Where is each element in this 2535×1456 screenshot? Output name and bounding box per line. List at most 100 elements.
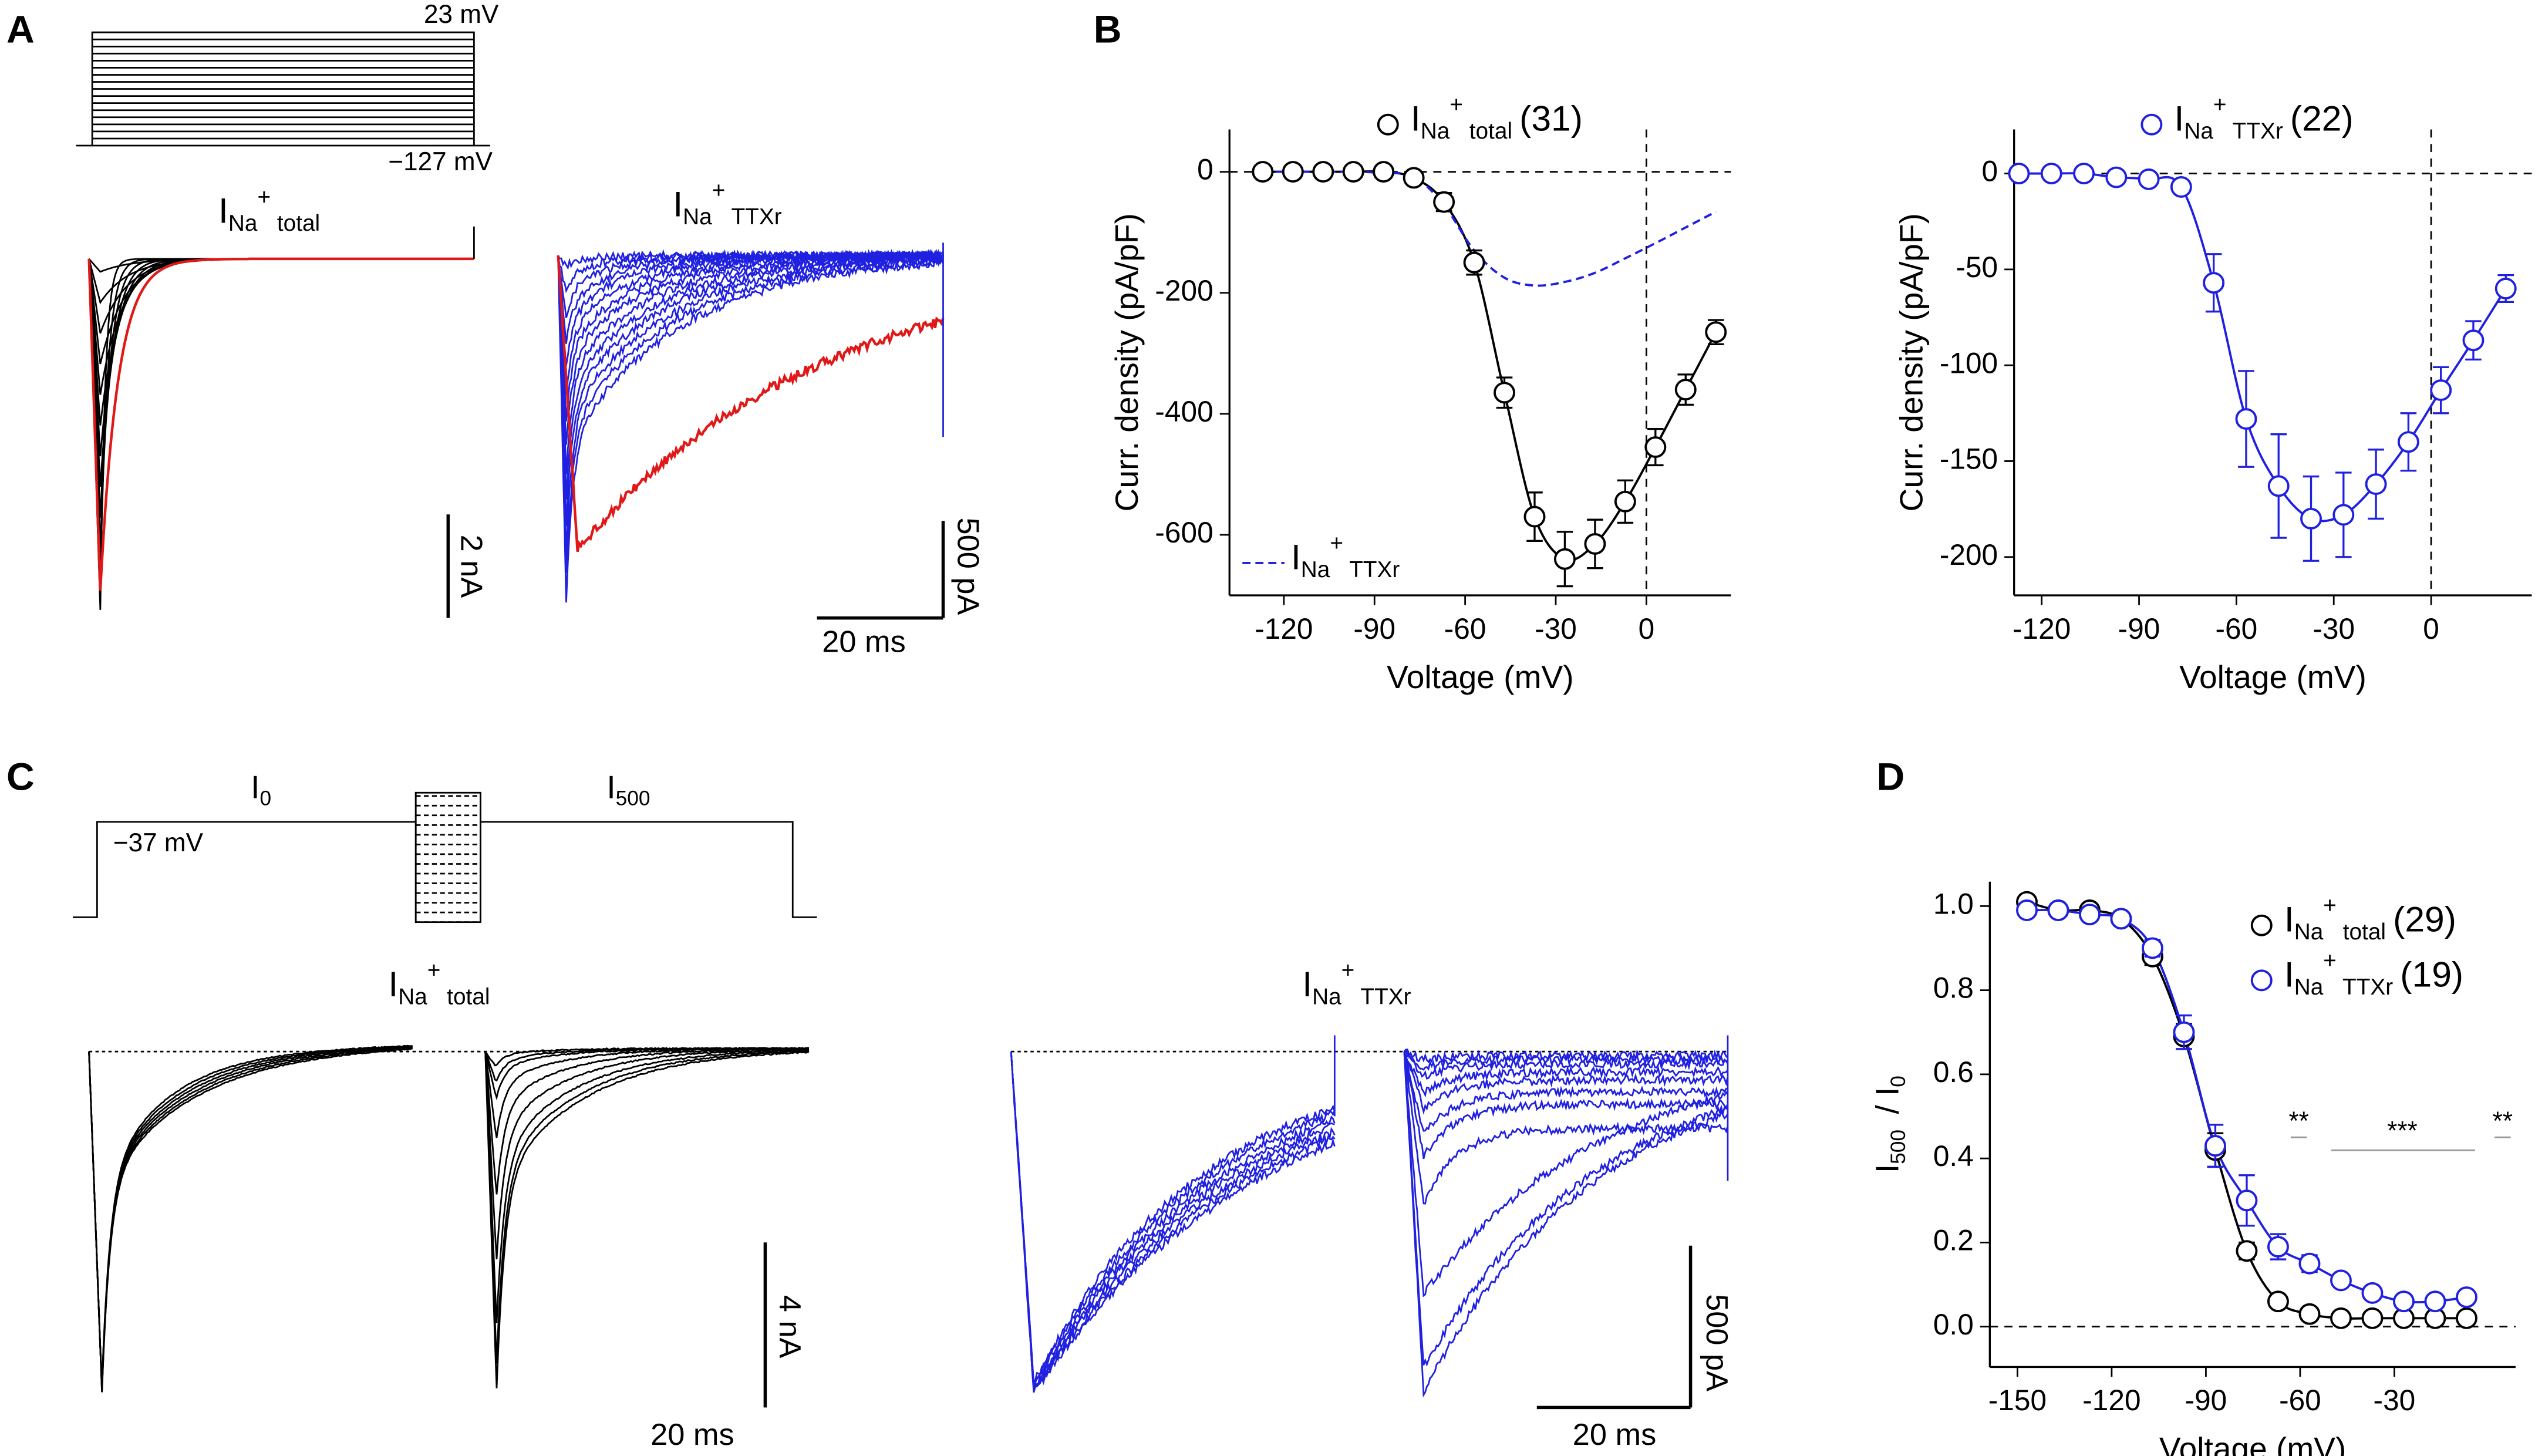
legend-marker [1377, 113, 1399, 136]
label-part: Na [398, 985, 427, 1010]
data-point [1705, 321, 1727, 343]
trace [88, 1047, 413, 1393]
series-line [2018, 172, 2507, 523]
data-point [2424, 1290, 2446, 1313]
data-point [2170, 176, 2192, 198]
trace [1403, 1051, 1729, 1115]
x-tick-label: -150 [1988, 1384, 2047, 1417]
annotation: ** [2493, 1107, 2513, 1135]
data-point [2105, 166, 2128, 188]
x-tick-label: -30 [2312, 612, 2355, 645]
axes [1228, 129, 1731, 596]
data-point [2298, 1303, 2321, 1325]
x-tick-label: -60 [2216, 612, 2258, 645]
trace [1403, 1051, 1729, 1297]
data-point [2330, 1307, 2352, 1329]
scale-bars [446, 514, 1693, 1410]
trace [1010, 1051, 1336, 1385]
label-part: TTXr [1354, 985, 1411, 1010]
label-part: 500 [1887, 1130, 1910, 1164]
scale-label: 20 ms [1573, 1418, 1657, 1452]
trace [88, 258, 474, 549]
label-part: 0 [1887, 1076, 1910, 1087]
protocol-label: −127 mV [388, 147, 493, 176]
y-axis-label: Curr. density (pA/pF) [1108, 213, 1145, 511]
x-tick-label: -90 [2185, 1384, 2227, 1417]
data-point [2204, 1135, 2226, 1157]
data-point [2298, 1252, 2321, 1275]
legend-label: INa+ TTXr [1291, 531, 1400, 582]
annotation: *** [2387, 1117, 2417, 1145]
label-part: I [1411, 99, 1421, 139]
data-point [1342, 161, 1364, 183]
trace [1403, 1051, 1729, 1098]
data-point [2332, 504, 2355, 526]
data-point [2462, 329, 2485, 352]
data-point [1674, 379, 1697, 401]
scale-label: 20 ms [822, 625, 906, 659]
label-part: (19) [2400, 954, 2463, 994]
x-axis-label: Voltage (mV) [1387, 659, 1574, 695]
label-part: I [2284, 954, 2294, 994]
legend-label: INa+ TTXr (19) [2284, 948, 2463, 1000]
trace [1010, 1051, 1336, 1386]
label-part: Na [228, 211, 258, 236]
panel-label: B [1094, 8, 1122, 52]
label-part: (29) [2393, 899, 2456, 939]
series-line [1262, 170, 1717, 287]
trace-label: INa+ total [218, 185, 320, 237]
data-point [2267, 475, 2290, 497]
trace [88, 258, 474, 334]
trace [557, 253, 944, 553]
trace [1403, 1051, 1728, 1132]
axes [2013, 129, 2532, 596]
x-tick-label: -120 [2082, 1384, 2140, 1417]
data-point [2138, 168, 2160, 190]
trace [484, 1050, 810, 1388]
data-point [1403, 167, 1425, 189]
data-point [1463, 251, 1485, 274]
data-point [2494, 278, 2517, 299]
label-part: I [2174, 99, 2184, 139]
data-point [2330, 1269, 2352, 1292]
trace [557, 255, 943, 603]
y-tick-label: 0.4 [1933, 1140, 1974, 1172]
data-point [2110, 908, 2132, 930]
label-part: (22) [2290, 99, 2354, 139]
trace [557, 251, 944, 474]
legend-marker [2250, 969, 2273, 992]
legend-marker [2250, 914, 2273, 936]
data-point [1614, 490, 1636, 513]
label-part: TTXr [725, 204, 781, 230]
y-tick-label: -400 [1155, 395, 1213, 428]
scale-label: 4 nA [773, 1295, 807, 1359]
label-part: Na [1421, 119, 1450, 144]
trace [88, 1044, 413, 1385]
data-point [2455, 1307, 2477, 1329]
trace [88, 1046, 413, 1390]
series-line [1262, 170, 1717, 561]
significance-lines [2290, 1136, 2511, 1151]
data-point [1312, 161, 1334, 183]
label-part: + [2323, 948, 2337, 973]
data-point [2047, 899, 2069, 921]
trace [557, 255, 945, 552]
y-tick-label: -50 [1956, 251, 1998, 284]
panel-label: C [6, 756, 35, 799]
label-part: total [2337, 919, 2386, 945]
x-tick-label: 0 [1639, 612, 1655, 645]
y-axis-label: Curr. density (pA/pF) [1893, 213, 1929, 511]
y-axis-label: I500 / I0 [1869, 1076, 1910, 1173]
y-tick-label: -150 [1940, 443, 1998, 476]
y-tick-label: 0.6 [1933, 1056, 1974, 1088]
panel-label: D [1876, 756, 1904, 799]
trace-label: INa+ TTXr [673, 178, 781, 230]
data-point [1523, 505, 1546, 528]
label-part: I [2284, 899, 2294, 939]
label-part: TTXr [1343, 557, 1400, 582]
annotation: ** [2289, 1107, 2309, 1135]
data-point [1282, 161, 1304, 183]
data-point [1373, 161, 1395, 183]
trace [484, 1047, 809, 1195]
x-tick-label: 0 [2423, 612, 2439, 645]
